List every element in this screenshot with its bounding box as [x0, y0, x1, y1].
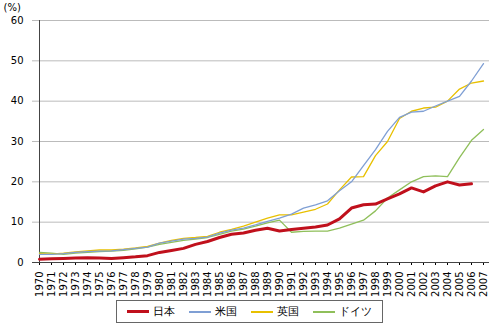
html-text:ドイツ: ドイツ [339, 305, 372, 318]
svg-text:60: 60 [11, 15, 24, 26]
svg-text:1995: 1995 [334, 272, 345, 297]
svg-text:1991: 1991 [286, 272, 297, 297]
svg-text:1978: 1978 [130, 272, 141, 297]
svg-text:1988: 1988 [250, 272, 261, 297]
svg-text:1970: 1970 [34, 272, 45, 297]
svg-text:20: 20 [11, 176, 24, 187]
svg-text:2000: 2000 [394, 272, 405, 297]
svg-text:1975: 1975 [94, 272, 105, 297]
svg-text:1981: 1981 [166, 272, 177, 297]
svg-text:1974: 1974 [82, 272, 93, 297]
html-text:日本: 日本 [153, 305, 175, 318]
html-text:英国: 英国 [277, 305, 299, 318]
svg-text:2007: 2007 [478, 272, 489, 297]
svg-text:1983: 1983 [190, 272, 201, 297]
svg-text:1997: 1997 [358, 272, 369, 297]
html-text:米国: 米国 [215, 305, 237, 318]
svg-text:1973: 1973 [70, 272, 81, 297]
svg-text:1990: 1990 [274, 272, 285, 297]
svg-text:1977: 1977 [118, 272, 129, 297]
svg-text:1998: 1998 [370, 272, 381, 297]
svg-text:1979: 1979 [142, 272, 153, 297]
svg-text:40: 40 [11, 95, 24, 106]
svg-text:2006: 2006 [466, 272, 477, 297]
svg-text:50: 50 [11, 55, 24, 66]
svg-text:1972: 1972 [58, 272, 69, 297]
svg-text:2003: 2003 [430, 272, 441, 297]
svg-text:2001: 2001 [406, 272, 417, 297]
svg-text:(%): (%) [4, 2, 21, 13]
svg-text:1992: 1992 [298, 272, 309, 297]
svg-text:30: 30 [11, 136, 24, 147]
svg-text:1980: 1980 [154, 272, 165, 297]
svg-text:1987: 1987 [238, 272, 249, 297]
svg-text:1999: 1999 [382, 272, 393, 297]
svg-text:1984: 1984 [202, 272, 213, 297]
svg-text:10: 10 [11, 216, 24, 227]
svg-text:1971: 1971 [46, 272, 57, 297]
svg-text:2004: 2004 [442, 272, 453, 297]
svg-text:1986: 1986 [226, 272, 237, 297]
svg-text:1993: 1993 [310, 272, 321, 297]
svg-text:2005: 2005 [454, 272, 465, 297]
svg-text:1996: 1996 [346, 272, 357, 297]
svg-text:1976: 1976 [106, 272, 117, 297]
svg-text:1982: 1982 [178, 272, 189, 297]
svg-text:2002: 2002 [418, 272, 429, 297]
svg-text:1985: 1985 [214, 272, 225, 297]
svg-text:1989: 1989 [262, 272, 273, 297]
svg-text:1994: 1994 [322, 272, 333, 297]
svg-text:0: 0 [17, 257, 23, 268]
